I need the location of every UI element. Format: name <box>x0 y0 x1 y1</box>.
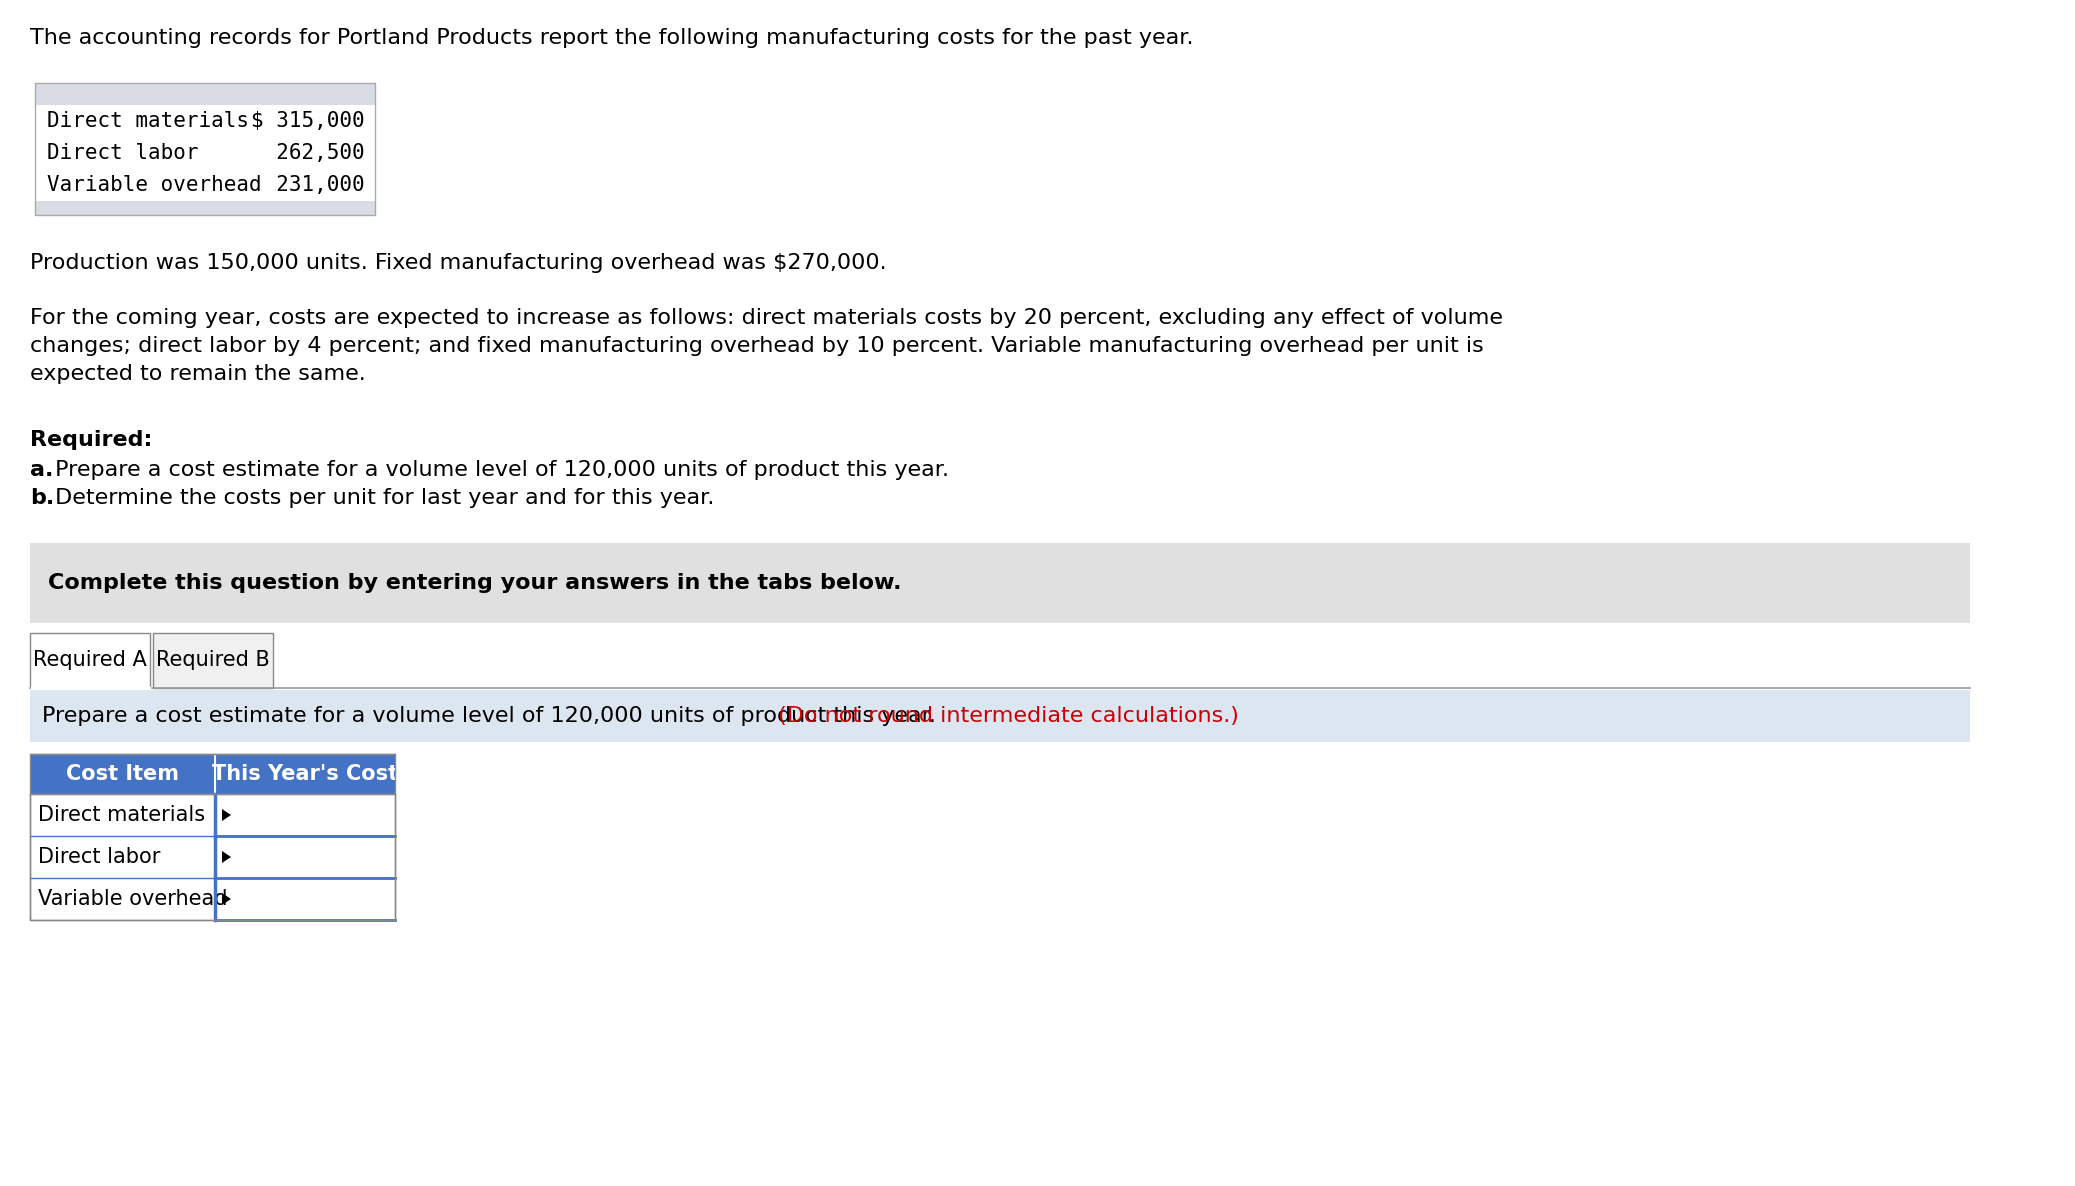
Text: Prepare a cost estimate for a volume level of 120,000 units of product this year: Prepare a cost estimate for a volume lev… <box>48 460 948 480</box>
Text: Required A: Required A <box>33 650 147 670</box>
Bar <box>35 138 376 168</box>
Text: Complete this question by entering your answers in the tabs below.: Complete this question by entering your … <box>48 573 901 593</box>
Text: Direct labor: Direct labor <box>48 144 199 162</box>
Polygon shape <box>222 809 230 821</box>
Text: a.: a. <box>29 460 54 480</box>
Bar <box>35 106 376 138</box>
Text: Direct materials: Direct materials <box>48 111 249 130</box>
Text: The accounting records for Portland Products report the following manufacturing : The accounting records for Portland Prod… <box>29 28 1193 47</box>
Bar <box>29 690 1969 742</box>
Bar <box>35 200 376 215</box>
Text: (Do not round intermediate calculations.): (Do not round intermediate calculations.… <box>772 706 1239 726</box>
Bar <box>29 543 1969 623</box>
Bar <box>29 793 394 920</box>
Polygon shape <box>222 852 230 863</box>
Text: Cost Item: Cost Item <box>66 764 178 784</box>
Text: Variable overhead: Variable overhead <box>48 176 261 195</box>
Text: For the coming year, costs are expected to increase as follows: direct materials: For the coming year, costs are expected … <box>29 308 1502 329</box>
Text: expected to remain the same.: expected to remain the same. <box>29 364 365 384</box>
Text: 262,500: 262,500 <box>251 144 365 162</box>
Text: 231,000: 231,000 <box>251 176 365 195</box>
Text: Production was 150,000 units. Fixed manufacturing overhead was $270,000.: Production was 150,000 units. Fixed manu… <box>29 253 886 273</box>
Bar <box>154 633 274 688</box>
Text: Prepare a cost estimate for a volume level of 120,000 units of product this year: Prepare a cost estimate for a volume lev… <box>42 706 936 726</box>
Text: Determine the costs per unit for last year and for this year.: Determine the costs per unit for last ye… <box>48 487 714 508</box>
Polygon shape <box>222 893 230 905</box>
Bar <box>35 168 376 200</box>
Text: b.: b. <box>29 487 54 508</box>
Bar <box>35 83 376 215</box>
Text: Required:: Required: <box>29 431 151 449</box>
Text: $ 315,000: $ 315,000 <box>251 111 365 130</box>
Bar <box>29 754 394 793</box>
Text: Direct materials: Direct materials <box>37 805 205 825</box>
Bar <box>29 754 394 920</box>
Bar <box>29 793 394 836</box>
Text: changes; direct labor by 4 percent; and fixed manufacturing overhead by 10 perce: changes; direct labor by 4 percent; and … <box>29 336 1484 356</box>
Bar <box>29 878 394 920</box>
Bar <box>29 836 394 878</box>
Bar <box>35 83 376 106</box>
Text: This Year's Cost: This Year's Cost <box>212 764 398 784</box>
Text: Variable overhead: Variable overhead <box>37 890 228 908</box>
Text: Required B: Required B <box>156 650 270 670</box>
Bar <box>29 633 149 688</box>
Text: Direct labor: Direct labor <box>37 847 160 867</box>
